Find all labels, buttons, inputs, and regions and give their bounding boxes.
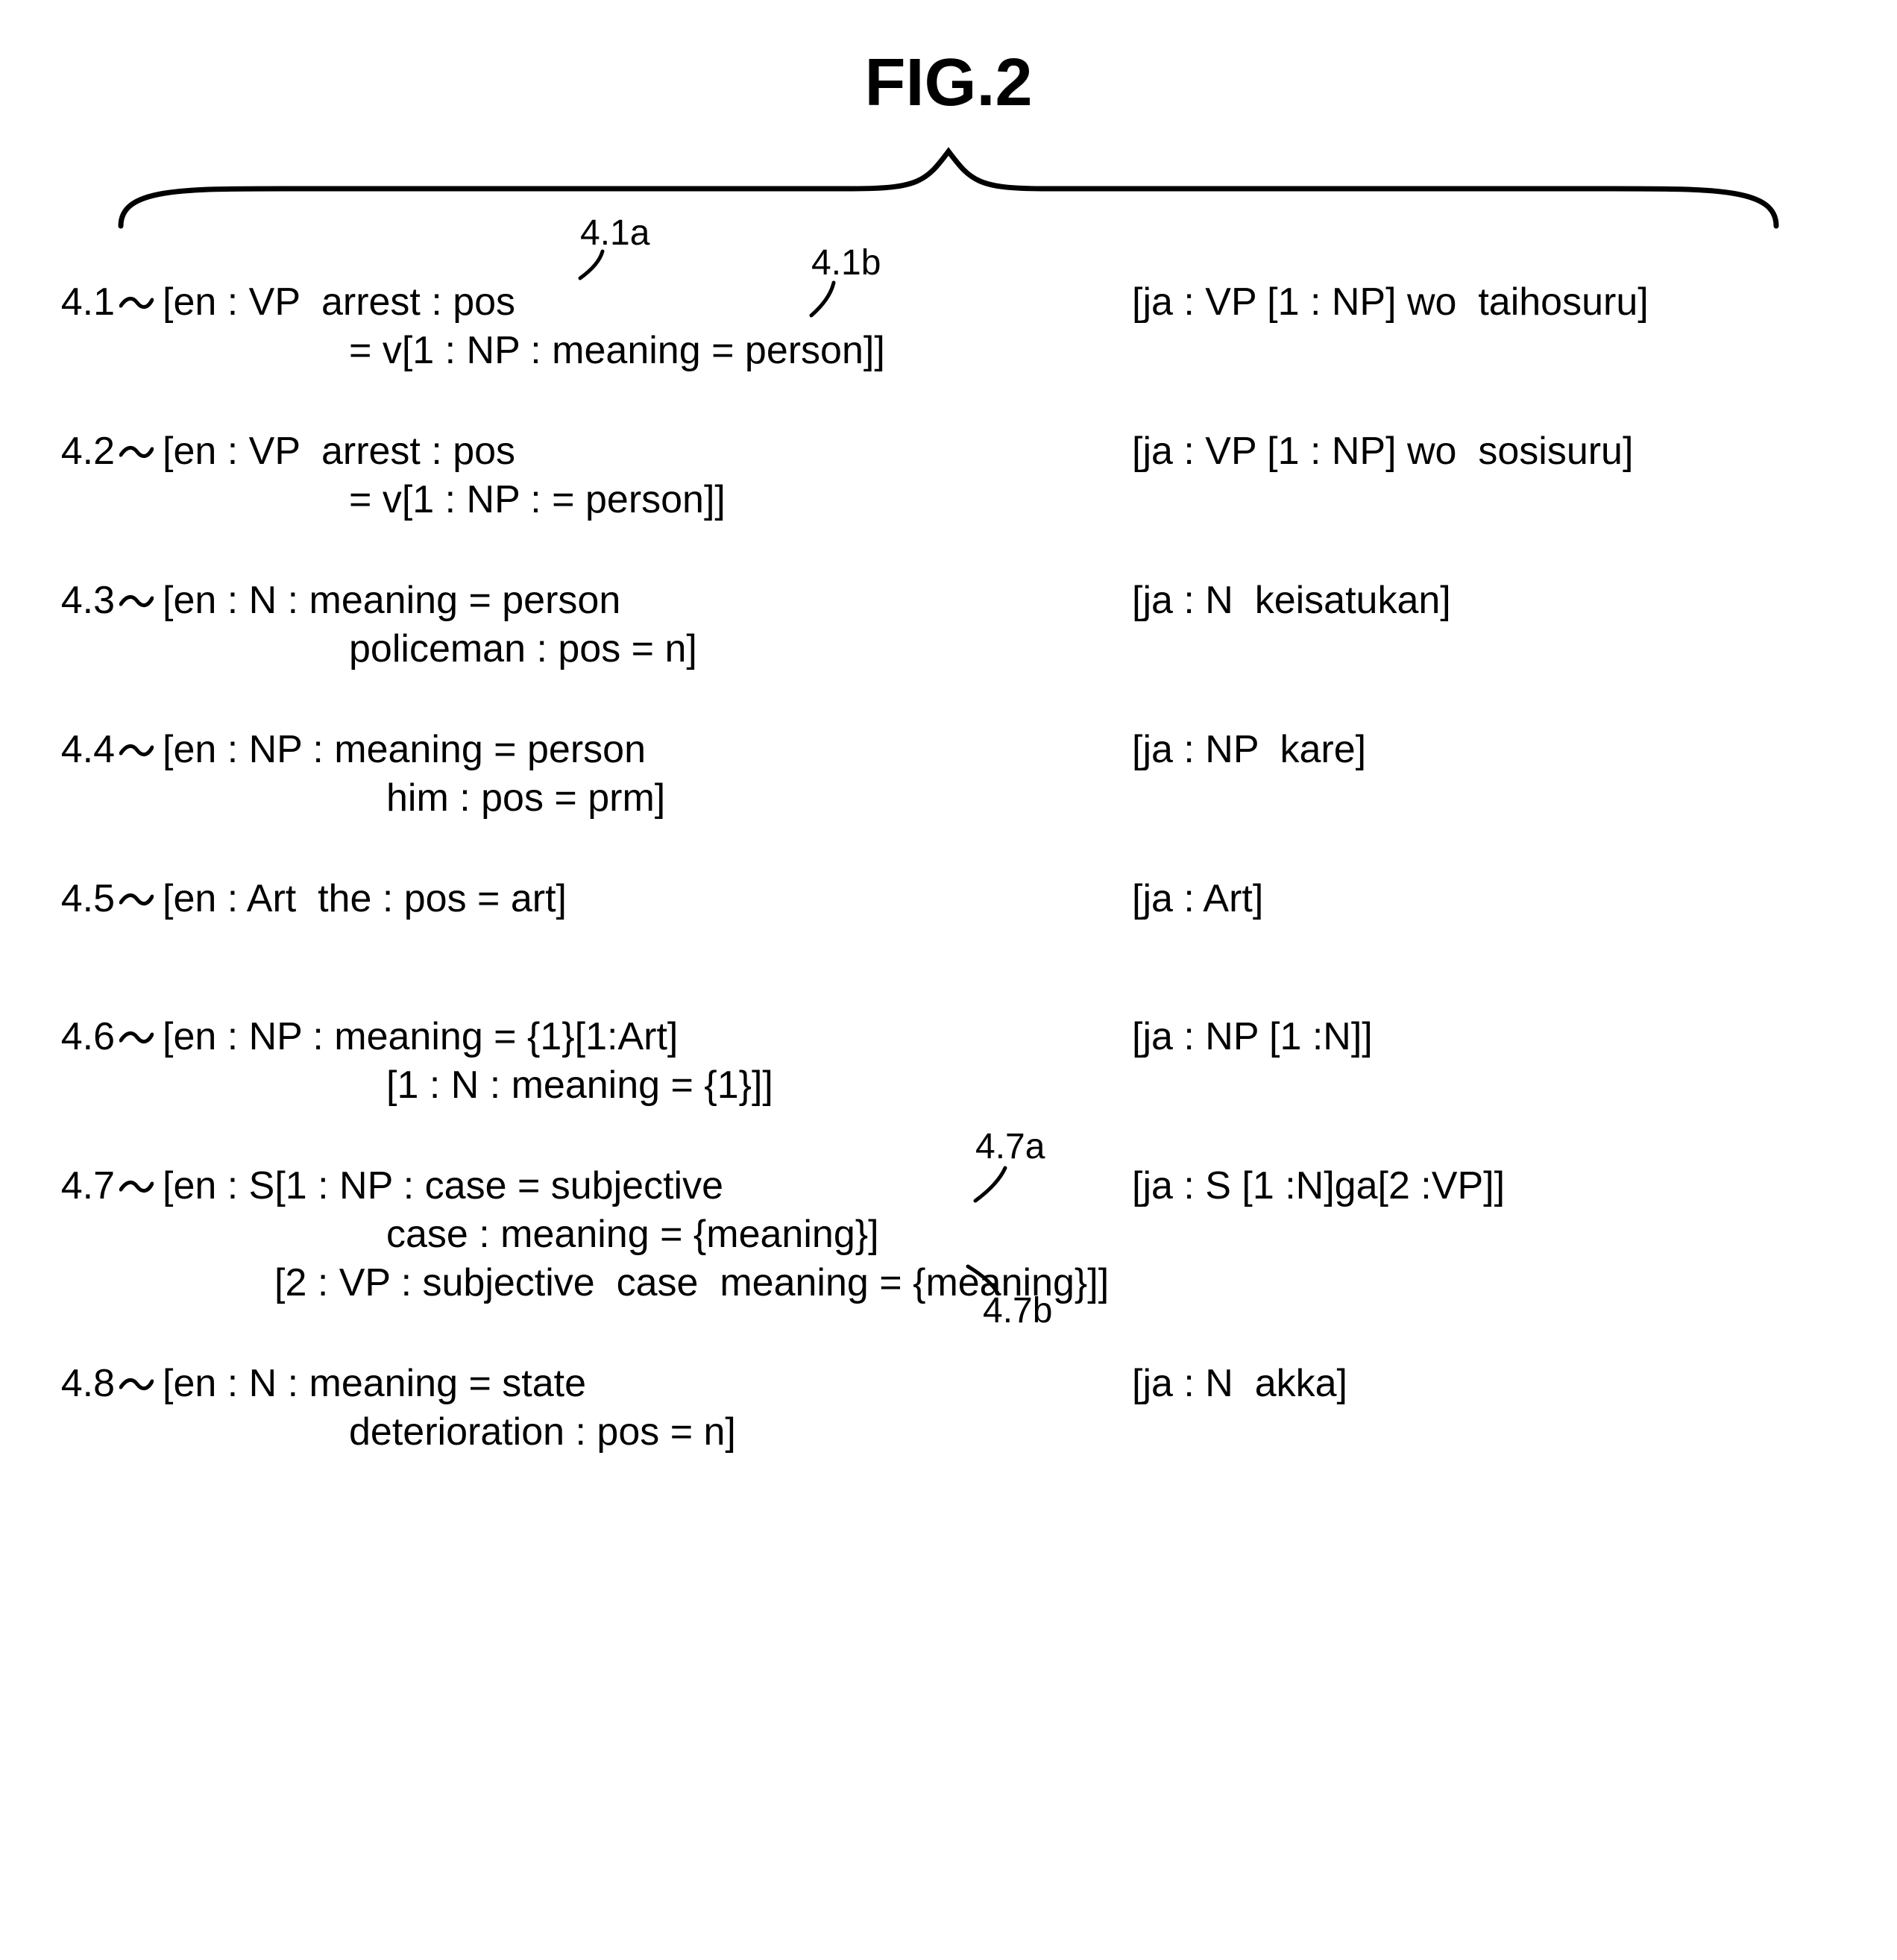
rule-number: 4.2 <box>61 427 115 476</box>
japanese-pattern: [ja : N akka] <box>1117 1360 1867 1408</box>
rule-number: 4.7 <box>61 1162 115 1210</box>
pattern-line: [2 : VP : subjective case meaning = {mea… <box>163 1259 1117 1307</box>
rule-number-col: 4.2 <box>30 427 163 476</box>
japanese-pattern: [ja : VP [1 : NP] wo taihosuru] <box>1117 278 1867 327</box>
english-pattern: [en : NP : meaning = personhim : pos = p… <box>163 726 1117 823</box>
english-pattern: [en : N : meaning = statedeterioration :… <box>163 1360 1117 1457</box>
japanese-pattern: [ja : Art] <box>1117 875 1867 923</box>
pattern-line: [ja : VP [1 : NP] wo taihosuru] <box>1132 278 1867 327</box>
rule-number-col: 4.7 <box>30 1162 163 1210</box>
callout-tick <box>576 247 607 283</box>
rule-number: 4.3 <box>61 577 115 625</box>
pattern-line: [en : S[1 : NP : case = subjective <box>163 1162 1117 1210</box>
rule-row: 4.1 [en : VP arrest : pos= v[1 : NP : mea… <box>30 278 1867 375</box>
english-pattern: [en : VP arrest : pos= v[1 : NP : = pers… <box>163 427 1117 524</box>
pattern-line: [ja : NP [1 :N]] <box>1132 1013 1867 1061</box>
japanese-pattern: [ja : VP [1 : NP] wo sosisuru] <box>1117 427 1867 476</box>
pattern-line: [en : NP : meaning = person <box>163 726 1117 774</box>
pattern-line: = v[1 : NP : meaning = person]] <box>163 327 1117 375</box>
rows-container: 4.1[en : VP arrest : pos= v[1 : NP : mea… <box>30 278 1867 1457</box>
rule-number: 4.5 <box>61 875 115 923</box>
japanese-pattern: [ja : S [1 :N]ga[2 :VP]] <box>1117 1162 1867 1210</box>
pattern-line: [en : VP arrest : pos <box>163 278 1117 327</box>
pattern-line: [en : Art the : pos = art] <box>163 875 1117 923</box>
pattern-line: [ja : VP [1 : NP] wo sosisuru] <box>1132 427 1867 476</box>
english-pattern: [en : N : meaning = personpoliceman : po… <box>163 577 1117 673</box>
english-pattern: [en : Art the : pos = art] <box>163 875 1117 923</box>
pattern-line: = v[1 : NP : = person]] <box>163 476 1117 524</box>
rule-number-col: 4.5 <box>30 875 163 923</box>
tilde-connector <box>119 1159 154 1207</box>
pattern-line: [en : NP : meaning = {1}[1:Art] <box>163 1013 1117 1061</box>
rule-row: 4.2 [en : VP arrest : pos= v[1 : NP : = p… <box>30 427 1867 524</box>
rule-number-col: 4.4 <box>30 726 163 774</box>
tilde-connector <box>119 275 154 324</box>
rule-number: 4.8 <box>61 1360 115 1408</box>
rule-row: 4.5 [en : Art the : pos = art] [ja : Art] <box>30 875 1867 923</box>
english-pattern: [en : S[1 : NP : case = subjectivecase :… <box>163 1162 1117 1307</box>
rule-number: 4.6 <box>61 1013 115 1061</box>
pattern-line: [ja : N keisatukan] <box>1132 577 1867 625</box>
pattern-line: him : pos = prm] <box>163 774 1117 823</box>
tilde-connector <box>119 424 154 473</box>
japanese-pattern: [ja : N keisatukan] <box>1117 577 1867 625</box>
rule-number: 4.4 <box>61 726 115 774</box>
pattern-line: [ja : Art] <box>1132 875 1867 923</box>
pattern-line: deterioration : pos = n] <box>163 1408 1117 1457</box>
pattern-line: [en : VP arrest : pos <box>163 427 1117 476</box>
rule-row: 4.8 [en : N : meaning = statedeterioratio… <box>30 1360 1867 1457</box>
figure-container: FIG.2 4.1[en : VP arrest : pos= v[1 : NP… <box>30 45 1867 1457</box>
tilde-connector <box>119 574 154 622</box>
pattern-line: [ja : N akka] <box>1132 1360 1867 1408</box>
tilde-connector <box>119 872 154 920</box>
figure-title: FIG.2 <box>30 45 1867 122</box>
japanese-pattern: [ja : NP kare] <box>1117 726 1867 774</box>
pattern-line: case : meaning = {meaning}] <box>163 1210 1117 1259</box>
tilde-connector <box>119 723 154 771</box>
rule-number-col: 4.8 <box>30 1360 163 1408</box>
rule-row: 4.7 [en : S[1 : NP : case = subjectivecas… <box>30 1162 1867 1307</box>
rule-row: 4.6 [en : NP : meaning = {1}[1:Art][1 : N… <box>30 1013 1867 1110</box>
tilde-connector <box>119 1010 154 1058</box>
rule-number: 4.1 <box>61 278 115 327</box>
pattern-line: [ja : NP kare] <box>1132 726 1867 774</box>
japanese-pattern: [ja : NP [1 :N]] <box>1117 1013 1867 1061</box>
tilde-connector <box>119 1357 154 1405</box>
pattern-line: [1 : N : meaning = {1}]] <box>163 1061 1117 1110</box>
top-brace <box>91 129 1806 233</box>
pattern-line: policeman : pos = n] <box>163 625 1117 673</box>
pattern-line: [ja : S [1 :N]ga[2 :VP]] <box>1132 1162 1867 1210</box>
rule-number-col: 4.3 <box>30 577 163 625</box>
rule-row: 4.3 [en : N : meaning = personpoliceman :… <box>30 577 1867 673</box>
rule-number-col: 4.6 <box>30 1013 163 1061</box>
pattern-line: [en : N : meaning = state <box>163 1360 1117 1408</box>
english-pattern: [en : NP : meaning = {1}[1:Art][1 : N : … <box>163 1013 1117 1110</box>
english-pattern: [en : VP arrest : pos= v[1 : NP : meanin… <box>163 278 1117 375</box>
rule-row: 4.4 [en : NP : meaning = personhim : pos … <box>30 726 1867 823</box>
pattern-line: [en : N : meaning = person <box>163 577 1117 625</box>
rule-number-col: 4.1 <box>30 278 163 327</box>
